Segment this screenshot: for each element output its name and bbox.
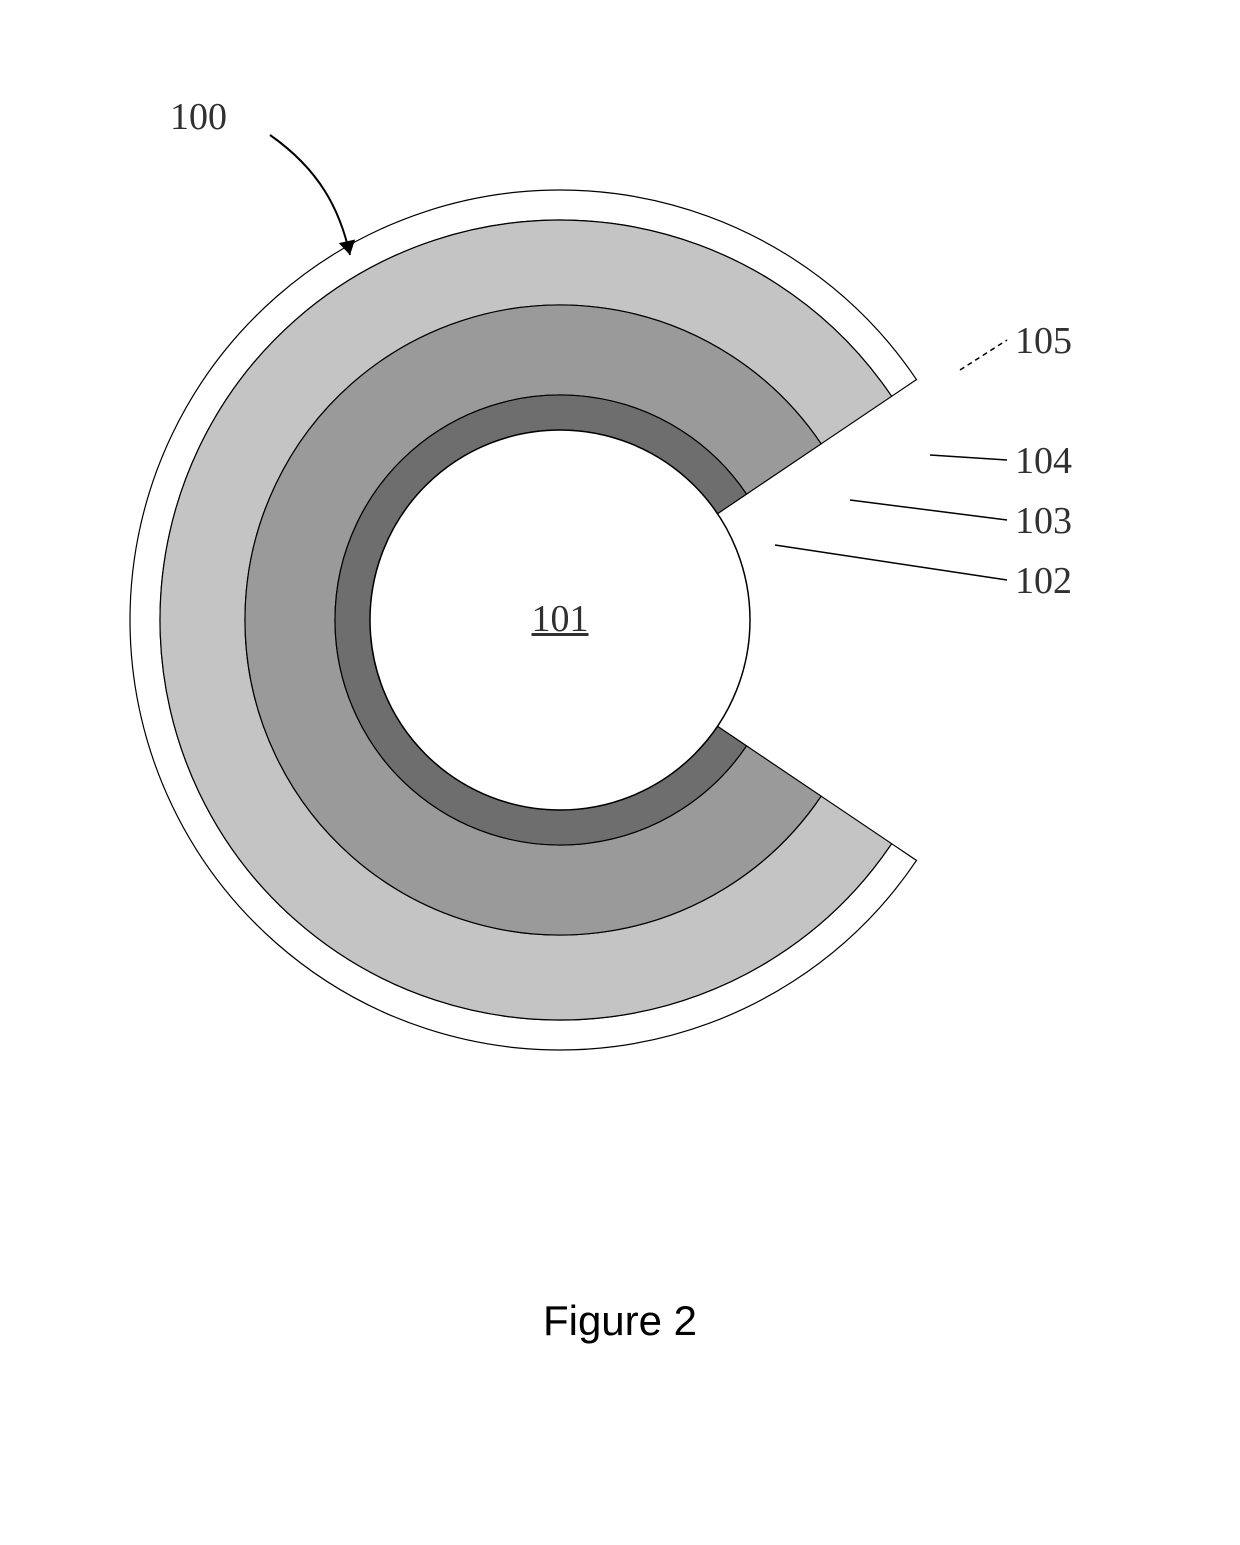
leader-103: [850, 500, 1007, 520]
leader-105: [960, 340, 1007, 370]
assembly-pointer-curve: [270, 135, 350, 255]
ring-label-102: 102: [1015, 559, 1072, 603]
leader-104: [930, 455, 1007, 460]
assembly-label: 100: [170, 95, 227, 139]
ring-label-103: 103: [1015, 499, 1072, 543]
ring-label-104: 104: [1015, 439, 1072, 483]
figure-caption: Figure 2: [0, 1297, 1240, 1345]
leader-102: [775, 545, 1007, 580]
core-label: 101: [510, 597, 610, 641]
page: 100 105 104 103 102 101 Figure 2: [0, 0, 1240, 1545]
ring-label-105: 105: [1015, 319, 1072, 363]
